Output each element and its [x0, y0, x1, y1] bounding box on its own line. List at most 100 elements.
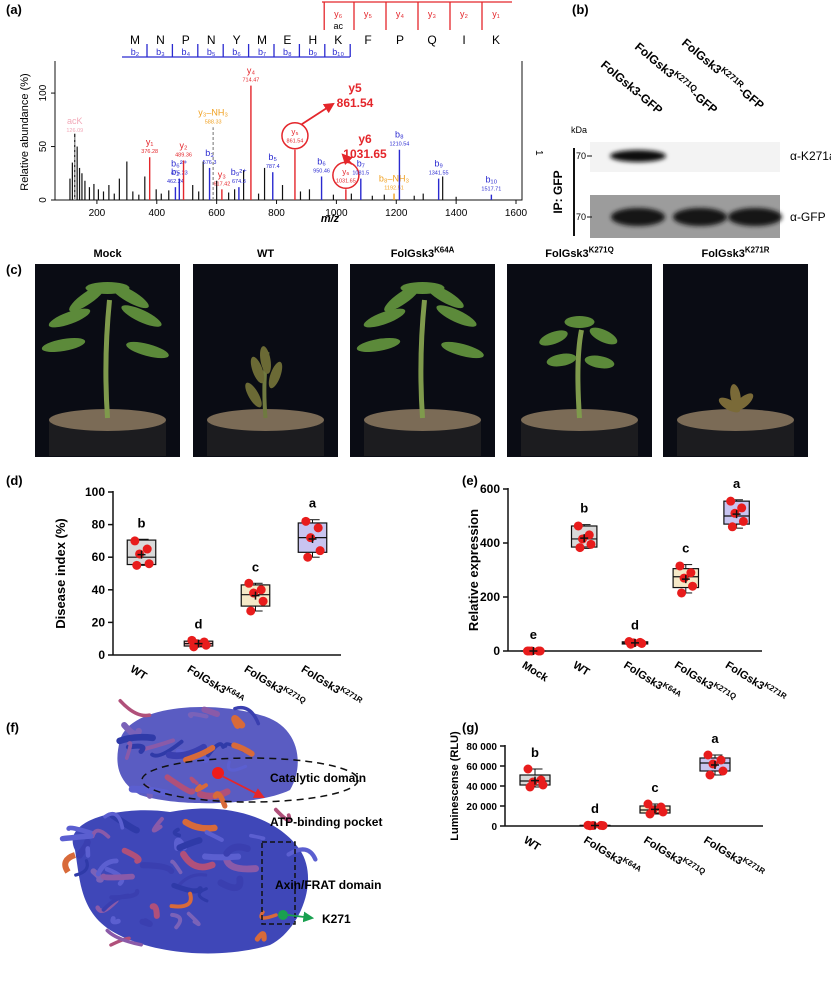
x-tick-label-part: FolGsk3: [242, 663, 285, 696]
x-tick-label-part: Mock: [520, 659, 551, 685]
strand: [190, 714, 207, 716]
y-ion: y₆: [334, 9, 343, 19]
callout-ion: y5: [348, 81, 362, 95]
point: [539, 781, 548, 790]
x-tick-label: WT: [571, 659, 592, 678]
x-tick-label: 400: [148, 208, 165, 219]
strand: [257, 934, 264, 939]
panel-label: (b): [572, 2, 589, 17]
x-tick-label: 200: [89, 208, 106, 219]
point: [659, 808, 668, 817]
peak-mass: 489.36: [175, 152, 192, 158]
x-tick-label-part: K271Q: [282, 684, 308, 705]
atp-site: [212, 767, 224, 779]
group-letter: d: [195, 616, 203, 631]
group-letter: d: [631, 617, 639, 632]
group-letter: c: [651, 780, 658, 795]
point: [688, 582, 697, 591]
residue: K: [334, 33, 342, 47]
strand: [104, 876, 133, 877]
peak-mass: 674.3: [232, 179, 246, 185]
peak-ion: y₅: [291, 128, 298, 137]
point: [130, 536, 139, 545]
x-tick-label-part: FolGsk3: [701, 834, 744, 867]
point: [303, 553, 312, 562]
peak-mass: 462.24: [167, 179, 184, 185]
peak-mass: 376.28: [141, 149, 158, 155]
x-tick-label: FolGsk3K271R: [701, 832, 767, 880]
point: [719, 767, 728, 776]
point: [575, 543, 584, 552]
panel-label: (f): [6, 720, 19, 735]
residue: N: [207, 33, 216, 47]
point: [306, 533, 315, 542]
group-letter: e: [530, 627, 537, 642]
point: [680, 574, 689, 583]
x-tick-label: 600: [208, 208, 225, 219]
x-tick-label: WT: [128, 663, 149, 682]
y-axis-label: Relative abundance (%): [19, 73, 31, 190]
y-tick-label: 0: [493, 644, 500, 658]
peak-mass: 950.46: [313, 168, 330, 174]
marker-label: 70: [576, 151, 586, 161]
point: [202, 641, 211, 650]
peak-ion: acK: [67, 116, 83, 126]
point: [646, 810, 655, 819]
peak-ion: y₂: [180, 140, 189, 150]
peak-mass: 576.3: [203, 160, 217, 166]
ip-label: IP: GFP: [551, 170, 565, 213]
y-ion: y₅: [364, 9, 373, 19]
residue: E: [283, 33, 291, 47]
residue: P: [396, 33, 404, 47]
point: [316, 546, 325, 555]
x-tick-label-part: K271Q: [712, 680, 738, 701]
peak-mass: 861.54: [287, 139, 304, 145]
group-letter: a: [733, 476, 741, 491]
panel-label: (e): [462, 473, 478, 488]
y-axis-label: Relative expression: [466, 509, 481, 631]
lane-label-part: -GFP: [689, 88, 720, 117]
x-tick-label-part: K64A: [621, 855, 643, 873]
peak-ion: b₁₀: [485, 175, 497, 185]
callout-mass: 1031.65: [343, 147, 387, 161]
x-tick-label-part: FolGsk3: [581, 834, 624, 867]
plant-label: FolGsk3K64A: [391, 246, 455, 260]
peak-mass: 1517.71: [481, 187, 501, 193]
residue: P: [182, 33, 190, 47]
group-letter: a: [711, 731, 719, 746]
lane-label-part: -GFP: [736, 83, 767, 112]
x-tick-label: 1400: [445, 208, 468, 219]
group-letter: d: [591, 801, 599, 816]
x-tick-label: 1600: [505, 208, 528, 219]
peak-ion: y₃: [218, 169, 227, 179]
residue: N: [156, 33, 165, 47]
modification: ac: [333, 21, 343, 31]
peak-ion: b₈–NH₃: [379, 174, 410, 184]
residue: H: [308, 33, 317, 47]
plant-label-part: K64A: [434, 246, 455, 255]
point: [728, 522, 737, 531]
y-ion: y₂: [460, 9, 469, 19]
point: [626, 640, 635, 649]
strand: [120, 701, 149, 716]
peak-mass: 617.42: [213, 181, 230, 187]
lane-label-part: FolGsk3: [679, 36, 725, 77]
plant-label-part: FolGsk3: [545, 248, 588, 260]
residue: Q: [427, 33, 436, 47]
lane-label-part: FolGsk3: [632, 40, 678, 81]
y-tick-label: 0: [98, 648, 105, 662]
plant-label: FolGsk3K271R: [701, 246, 769, 260]
peak-ion: b₆²⁺: [171, 159, 188, 169]
x-tick-label: FolGsk3K271R: [299, 661, 365, 709]
point: [526, 783, 535, 792]
peak-mass: 475.23: [171, 171, 188, 177]
b-ion: b₆: [232, 47, 241, 57]
x-tick-label-part: K271R: [741, 855, 767, 876]
y-tick-label: 20 000: [466, 802, 497, 813]
group-letter: a: [309, 496, 317, 511]
b-ion: b₃: [156, 47, 165, 57]
b-ion: b₄: [181, 47, 190, 57]
point: [574, 521, 583, 530]
point: [246, 606, 255, 615]
